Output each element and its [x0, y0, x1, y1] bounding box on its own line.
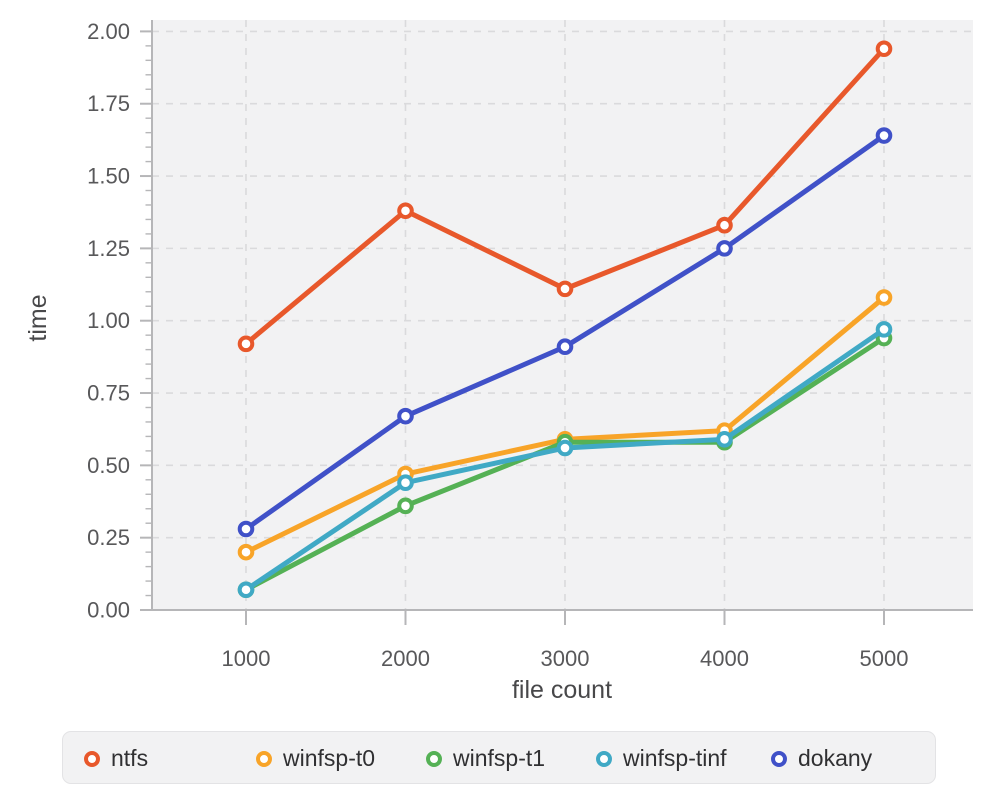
y-tick-label: 0.50: [87, 453, 130, 478]
x-tick-label: 4000: [700, 646, 749, 671]
data-point-winfsp-tinf-1000[interactable]: [237, 581, 255, 599]
legend-marker-winfsp-tinf: [596, 750, 612, 767]
legend-marker-winfsp-t0: [256, 750, 272, 767]
legend-item-winfsp-tinf[interactable]: winfsp-tinf: [596, 732, 727, 785]
data-point-ntfs-4000[interactable]: [716, 216, 733, 234]
axes: [140, 20, 973, 625]
legend-item-winfsp-t0[interactable]: winfsp-t0: [256, 732, 375, 785]
y-tick-label: 1.75: [87, 91, 130, 116]
y-tick-label: 1.25: [87, 236, 130, 261]
legend-label: dokany: [798, 745, 873, 771]
y-tick-label: 1.50: [87, 164, 130, 189]
data-point-winfsp-tinf-4000[interactable]: [716, 431, 733, 448]
tick-labels: 0.00 0.25 0.50 0.75 1.00 1.25 1.50 1.75 2.00 1000…: [87, 19, 908, 671]
data-point-winfsp-t0-5000[interactable]: [875, 289, 893, 306]
legend-item-dokany[interactable]: dokany: [771, 732, 872, 785]
legend-label: winfsp-t1: [453, 745, 546, 771]
data-point-dokany-3000[interactable]: [556, 338, 574, 356]
data-point-ntfs-5000[interactable]: [875, 40, 893, 58]
legend-item-winfsp-t1[interactable]: winfsp-t1: [426, 732, 545, 785]
x-tick-label: 3000: [541, 646, 590, 671]
x-tick-label: 5000: [860, 646, 909, 671]
data-point-winfsp-tinf-2000[interactable]: [397, 474, 414, 492]
data-point-ntfs-1000[interactable]: [237, 335, 255, 353]
data-point-winfsp-tinf-5000[interactable]: [875, 321, 893, 338]
legend-label: ntfs: [111, 745, 149, 771]
data-point-winfsp-tinf-3000[interactable]: [556, 439, 574, 457]
y-tick-label: 0.00: [87, 598, 130, 623]
y-tick-label: 0.75: [87, 381, 130, 406]
plot-area[interactable]: [152, 20, 973, 610]
data-point-ntfs-3000[interactable]: [556, 280, 574, 298]
y-tick-label: 2.00: [87, 19, 130, 44]
y-tick-label: 0.25: [87, 525, 130, 550]
data-point-winfsp-t1-2000[interactable]: [397, 497, 414, 515]
legend-label: winfsp-t0: [283, 745, 376, 771]
legend-marker-ntfs: [84, 750, 100, 767]
x-tick-label: 1000: [222, 646, 271, 671]
data-point-dokany-4000[interactable]: [716, 240, 733, 257]
y-axis-label: time: [24, 294, 52, 341]
data-point-winfsp-t0-1000[interactable]: [237, 543, 255, 561]
data-series: [237, 40, 893, 599]
legend: ntfs winfsp-t0 winfsp-t1 winfsp-tinf dokany: [62, 731, 936, 784]
data-point-dokany-1000[interactable]: [237, 520, 255, 538]
x-axis-label: file count: [512, 676, 612, 704]
legend-label: winfsp-tinf: [623, 745, 727, 771]
x-tick-label: 2000: [381, 646, 430, 671]
data-point-ntfs-2000[interactable]: [397, 202, 414, 220]
legend-marker-dokany: [771, 750, 787, 767]
y-tick-label: 1.00: [87, 308, 130, 333]
legend-marker-winfsp-t1: [426, 750, 442, 767]
legend-item-ntfs[interactable]: ntfs: [84, 732, 148, 785]
data-point-dokany-5000[interactable]: [875, 127, 893, 144]
data-point-dokany-2000[interactable]: [397, 407, 414, 425]
